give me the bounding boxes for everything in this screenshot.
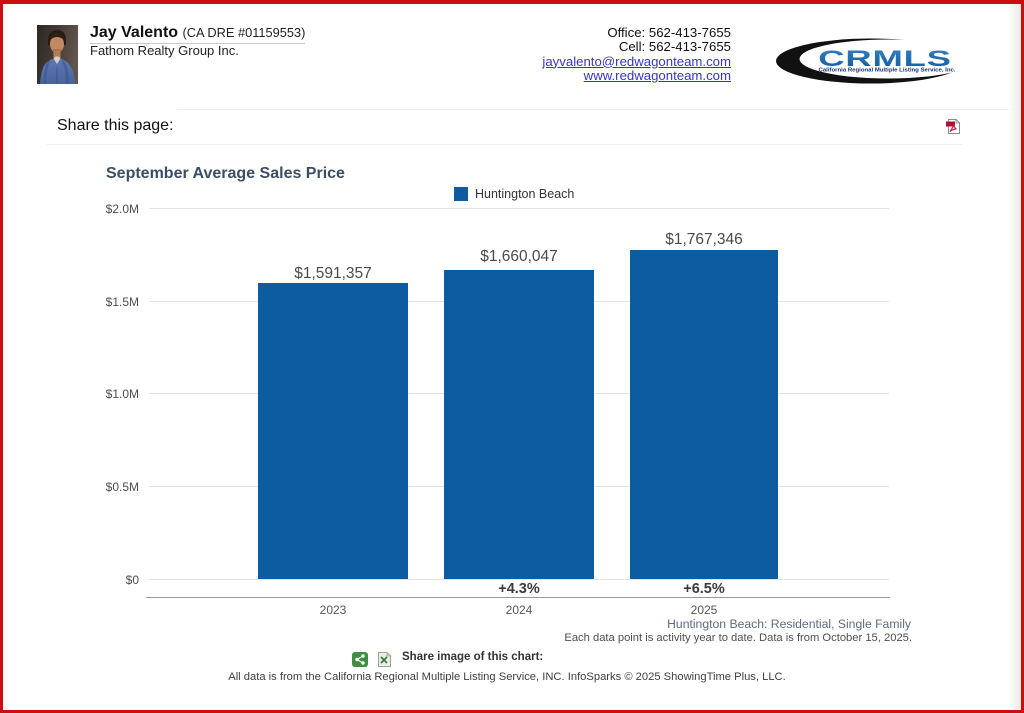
svg-text:California Regional Multiple L: California Regional Multiple Listing Ser… — [819, 68, 957, 74]
svg-text:CRMLS: CRMLS — [818, 47, 952, 72]
